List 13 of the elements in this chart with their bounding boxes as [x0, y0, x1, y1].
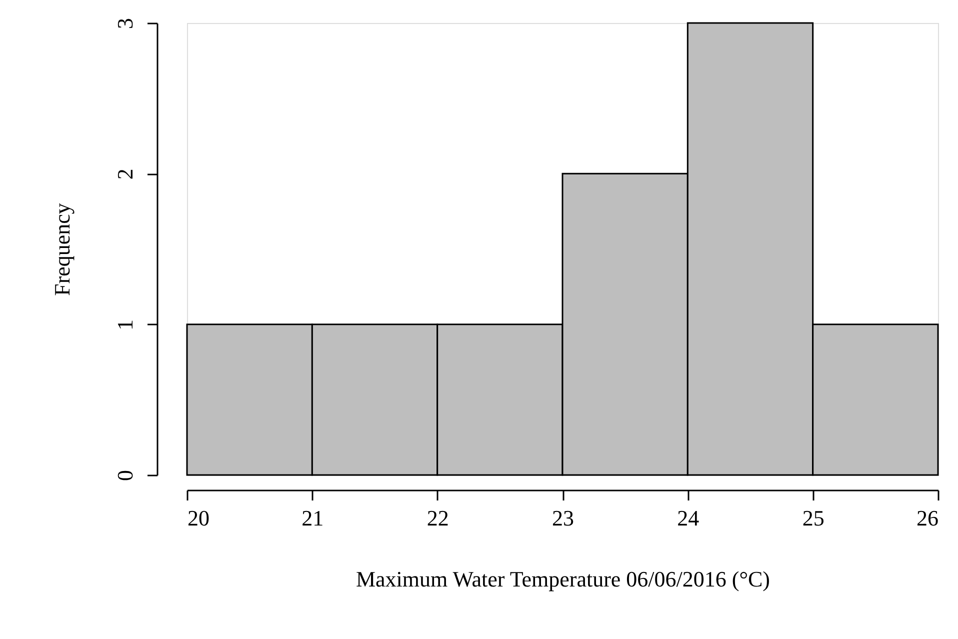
x-tick-label: 20 — [188, 506, 210, 530]
y-tick-label: 2 — [112, 168, 138, 180]
y-tick-label: 0 — [112, 470, 138, 481]
x-tick-label: 22 — [426, 506, 449, 530]
x-tick-label: 24 — [677, 506, 700, 530]
x-tick-label: 26 — [916, 506, 938, 530]
x-tick-label: 23 — [552, 506, 574, 530]
y-tick-label: 1 — [112, 319, 138, 330]
x-tick-label: 21 — [302, 506, 324, 530]
x-tick-label: 25 — [802, 506, 824, 530]
y-axis-title: Frequency — [50, 203, 74, 296]
x-axis-title: Maximum Water Temperature 06/06/2016 (°C) — [356, 566, 770, 592]
y-tick-label: 3 — [112, 18, 138, 29]
